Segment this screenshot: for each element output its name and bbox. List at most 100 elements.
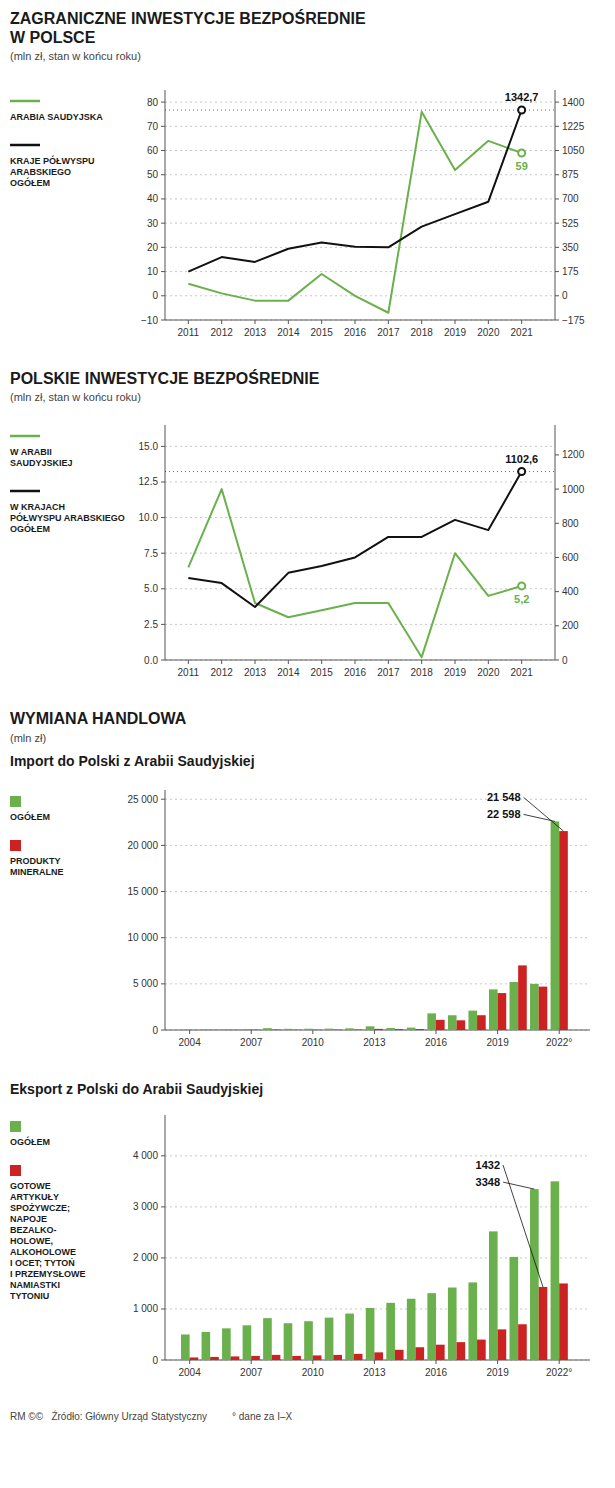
grid-line [165, 891, 590, 892]
bar [457, 1020, 466, 1030]
x-tick [488, 660, 489, 664]
y-tick-label: 10 [147, 266, 159, 277]
grid-line [165, 295, 555, 296]
axes: 01 0002 0003 0004 0002004200720102013201… [133, 1115, 590, 1378]
x-tick [521, 660, 522, 664]
x-tick [255, 320, 256, 324]
y-tick [161, 799, 165, 800]
bar [243, 1325, 252, 1360]
x-tick-label: 2014 [277, 667, 300, 678]
y2-tick [555, 223, 559, 224]
axes: 0.02.55.07.510.012.515.00200400600800100… [139, 425, 585, 678]
y-tick [161, 295, 165, 296]
y-tick [161, 1360, 165, 1361]
data-labels: 59 1342,7 [505, 91, 539, 172]
x-tick [251, 1030, 252, 1034]
y2-tick-label: 700 [562, 193, 579, 204]
bar [292, 1029, 301, 1030]
bar [345, 1028, 354, 1030]
legend-swatch [10, 1121, 21, 1132]
y2-tick-label: 350 [562, 242, 579, 253]
section-heading: WYMIANA HANDLOWA [10, 710, 187, 727]
legend: OGÓŁEMGOTOWEARTYKUŁYSPOŻYWCZE;NAPOJEBEZA… [10, 1121, 86, 1301]
bar [551, 821, 560, 1030]
grid-line [165, 937, 590, 938]
x-tick-label: 2020 [477, 327, 500, 338]
x-tick [388, 660, 389, 664]
end-marker [518, 107, 525, 114]
x-tick [189, 1030, 190, 1034]
y-tick [161, 983, 165, 984]
data-label: 22 598 [487, 808, 521, 820]
annotation-leader [524, 797, 564, 831]
y-tick [161, 1308, 165, 1309]
y-tick [161, 553, 165, 554]
y2-tick [555, 489, 559, 490]
y-tick [161, 126, 165, 127]
reference-line [165, 471, 555, 472]
text-line: OGÓŁEM [10, 177, 50, 188]
x-tick [188, 320, 189, 324]
y2-tick [555, 523, 559, 524]
bar [539, 987, 548, 1030]
bar [354, 1029, 363, 1030]
bar [510, 1257, 519, 1360]
bar [489, 1231, 498, 1360]
legend-swatch [10, 435, 40, 438]
grid-line [165, 271, 555, 272]
x-tick [288, 660, 289, 664]
y-tick-label: −10 [141, 315, 158, 326]
x-tick-label: 2019 [486, 1367, 509, 1378]
plot-area [181, 821, 568, 1030]
bar [395, 1350, 404, 1360]
y-tick-label: 0.0 [144, 655, 158, 666]
bar [559, 831, 568, 1030]
x-tick [321, 660, 322, 664]
y-tick [161, 1206, 165, 1207]
y2-tick-label: 1000 [562, 484, 585, 495]
plot-area [165, 107, 555, 313]
x-tick [355, 320, 356, 324]
text-line: ALKOHOLOWE [10, 1247, 76, 1257]
end-marker [518, 582, 525, 589]
chart-title: Import do Polski z Arabii Saudyjskiej [10, 753, 255, 769]
line-series [188, 472, 521, 607]
bar [510, 982, 519, 1030]
text-line: BEZALKO- [10, 1225, 57, 1235]
x-tick-label: 2020 [477, 667, 500, 678]
y-tick-label: 2.5 [144, 619, 158, 630]
bar [477, 1340, 486, 1360]
x-tick [374, 1030, 375, 1034]
bar [395, 1029, 404, 1030]
annotation-leader [503, 1165, 543, 1287]
bar [386, 1303, 395, 1360]
bar [539, 1287, 548, 1360]
y-tick-label: 10 000 [127, 932, 158, 943]
y-tick-label: 1 000 [133, 1303, 158, 1314]
data-label: 59 [516, 160, 528, 172]
legend-label: ARABIA SAUDYJSKA [10, 112, 103, 122]
bar [263, 1028, 272, 1030]
y-tick [161, 1155, 165, 1156]
bar [304, 1029, 313, 1030]
bar [427, 1013, 436, 1030]
grid-line [165, 481, 555, 482]
y2-tick [555, 198, 559, 199]
text-line: I PRZEMYSŁOWE [10, 1269, 86, 1279]
bar [333, 1029, 342, 1030]
data-label: 1342,7 [505, 91, 539, 103]
text-line: ZAGRANICZNE INWESTYCJE BEZPOŚREDNIE [10, 9, 366, 27]
x-tick-label: 2013 [363, 1367, 386, 1378]
bar [448, 1288, 457, 1360]
bar [251, 1029, 260, 1030]
x-tick [436, 1030, 437, 1034]
x-tick [251, 1360, 252, 1364]
x-tick-label: 2011 [178, 667, 200, 678]
bar [415, 1029, 424, 1030]
bar [530, 1189, 539, 1360]
grid-line [165, 624, 555, 625]
text-line: PRODUKTY [10, 856, 61, 866]
bar [325, 1318, 334, 1360]
y2-tick [555, 295, 559, 296]
legend-label: W KRAJACHPÓŁWYSPU ARABSKIEGOOGÓŁEM [10, 502, 125, 534]
